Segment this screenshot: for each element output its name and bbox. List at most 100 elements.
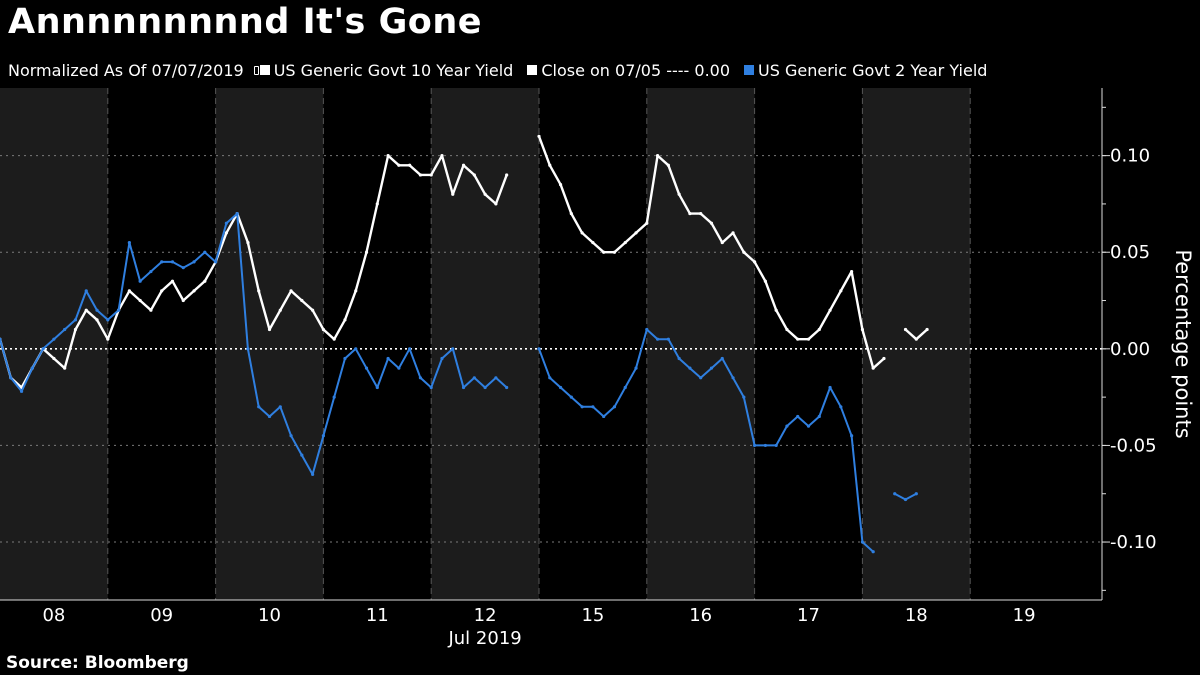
series-2y-point: [429, 385, 433, 390]
x-tick-label: 10: [258, 605, 281, 626]
series-2y-point: [720, 356, 724, 361]
series-2y-point: [666, 337, 670, 341]
series-10y-point: [440, 154, 444, 158]
series-2y-point: [537, 347, 541, 351]
series-2y-point: [677, 356, 681, 361]
y-tick-label: -0.05: [1110, 435, 1157, 456]
series-2y-point: [903, 497, 908, 502]
series-2y-point: [203, 250, 207, 254]
series-2y-point: [321, 434, 325, 438]
series-10y-point: [418, 173, 423, 177]
series-2y-point: [149, 269, 153, 274]
series-2y-point: [602, 414, 606, 419]
series-2y-point: [354, 347, 358, 351]
series-2y-point: [9, 376, 13, 380]
series-10y-point: [300, 298, 304, 303]
series-10y-point: [160, 289, 164, 293]
series-2y-point: [494, 376, 498, 380]
series-10y-point: [257, 289, 261, 293]
series-10y-point: [688, 211, 692, 216]
series-10y-point: [763, 279, 767, 283]
series-10y-point: [699, 211, 703, 216]
legend-swatch-10y: [259, 65, 270, 75]
series-2y-point: [300, 453, 304, 457]
series-2y-point: [580, 405, 584, 409]
legend-swatch-2y: [744, 65, 755, 75]
series-2y-point: [375, 385, 379, 390]
series-2y-point: [871, 550, 875, 554]
series-2y-point: [267, 414, 272, 419]
series-2y-point: [19, 389, 24, 393]
series-2y-point: [699, 376, 703, 380]
series-2y-point: [483, 385, 487, 390]
series-10y-point: [461, 163, 466, 167]
series-10y-point: [903, 327, 908, 332]
series-10y-point: [817, 327, 821, 332]
series-10y-point: [580, 231, 584, 235]
series-10y-point: [84, 308, 88, 312]
series-2y-point: [278, 405, 282, 409]
series-10y-point: [871, 366, 875, 370]
series-10y-point: [645, 221, 649, 225]
series-2y-point: [828, 385, 832, 390]
x-tick-label: 08: [42, 605, 65, 626]
series-2y-point: [774, 443, 778, 448]
series-10y-point: [677, 192, 681, 196]
series-2y-point: [860, 540, 865, 544]
series-10y-point: [828, 308, 832, 312]
series-10y-point: [149, 308, 153, 312]
series-2y-point: [914, 492, 918, 496]
series-2y-point: [645, 327, 649, 332]
legend-normalized-label: Normalized As Of 07/07/2019: [8, 60, 244, 80]
series-2y-point: [569, 395, 573, 399]
series-2y-point: [839, 405, 843, 409]
series-2y-point: [63, 327, 67, 332]
series-2y-point: [235, 211, 239, 216]
series-10y-point: [52, 356, 56, 361]
series-10y-point: [451, 192, 455, 196]
series-2y-point: [742, 395, 746, 399]
series-10y-point: [731, 231, 735, 235]
series-2y-point: [548, 376, 552, 380]
day-band: [862, 88, 971, 600]
series-2y-point: [461, 385, 466, 390]
day-band: [215, 88, 324, 600]
series-10y-point: [321, 327, 325, 332]
series-2y-point: [116, 308, 121, 312]
series-2y-point: [472, 376, 476, 380]
series-2y-point: [224, 221, 228, 225]
series-2y-point: [311, 472, 315, 477]
series-10y-point: [612, 250, 617, 254]
series-2y-point: [709, 366, 714, 370]
series-10y-point: [138, 298, 142, 303]
series-10y-point: [720, 240, 724, 245]
legend-series-10y: US Generic Govt 10 Year Yield: [273, 60, 514, 80]
series-10y-point: [332, 337, 336, 341]
series-2y-point: [408, 347, 412, 351]
series-2y-point: [505, 385, 509, 390]
x-tick-label: 19: [1013, 605, 1036, 626]
series-10y-point: [343, 318, 347, 322]
series-10y-point: [386, 154, 390, 158]
series-2y-point: [451, 347, 455, 351]
source-note: Source: Bloomberg: [6, 653, 189, 673]
y-axis-label: Percentage points: [1171, 249, 1195, 438]
series-2y-point: [160, 260, 164, 264]
series-2y-point: [386, 356, 390, 361]
series-2y-point: [634, 366, 638, 370]
series-2y-point: [591, 405, 595, 409]
series-10y-point: [505, 173, 509, 177]
series-10y-point: [192, 289, 196, 293]
series-10y-point: [839, 289, 843, 293]
series-2y-point: [440, 356, 444, 361]
day-band: [646, 88, 755, 600]
day-band: [431, 88, 539, 600]
y-tick-label: 0.05: [1110, 242, 1150, 263]
x-tick-label: 09: [150, 605, 173, 626]
series-2y-point: [0, 337, 2, 341]
series-10y-point: [95, 318, 99, 322]
day-bands: [0, 88, 971, 600]
x-axis-label: Jul 2019: [447, 628, 521, 649]
legend: Normalized As Of 07/07/2019 US Generic G…: [8, 60, 987, 80]
